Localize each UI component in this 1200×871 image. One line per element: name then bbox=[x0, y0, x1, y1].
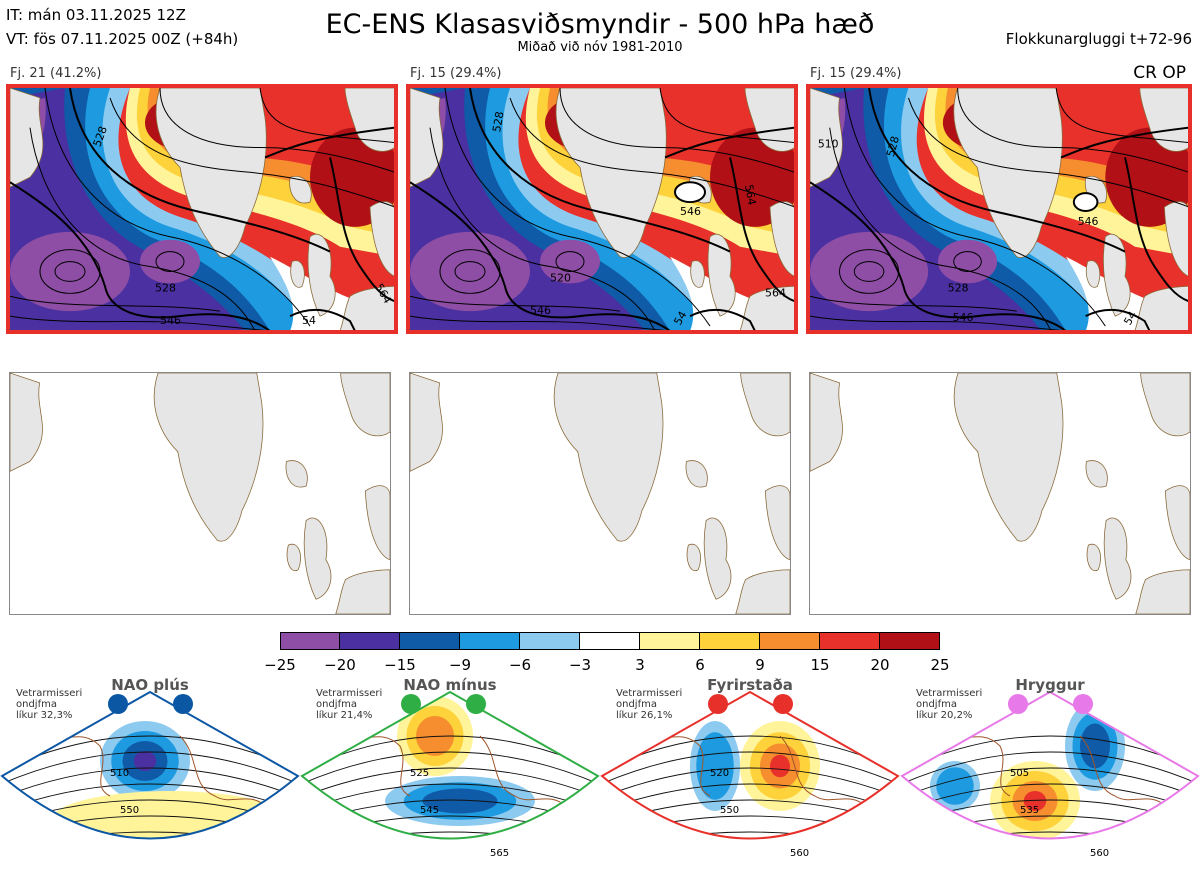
init-time: IT: mán 03.11.2025 12Z bbox=[6, 6, 186, 24]
cluster-3-map: 528 546 528 546 54 510 bbox=[806, 84, 1192, 334]
colorbar-swatch bbox=[340, 632, 400, 650]
basemap-2 bbox=[409, 372, 791, 615]
regime-map: 505 535 560 bbox=[900, 690, 1200, 859]
colorbar-swatch bbox=[400, 632, 460, 650]
regime-outline bbox=[300, 690, 600, 840]
colorbar-swatch bbox=[520, 632, 580, 650]
colorbar-swatch bbox=[820, 632, 880, 650]
regime-note: Vetrarmisseri ondjfma líkur 20,2% bbox=[916, 688, 983, 721]
regime-contour-label: 560 bbox=[1090, 848, 1109, 859]
valid-time: VT: fös 07.11.2025 00Z (+84h) bbox=[6, 30, 239, 48]
colorbar-tick-label: −15 bbox=[384, 656, 416, 674]
page-title: EC-ENS Klasasviðsmyndir - 500 hPa hæð bbox=[325, 9, 875, 40]
contour-label: 520 bbox=[550, 271, 571, 284]
regime-panel: 505 535 560 Hryggur Vetrarmisseri ondjfma líku… bbox=[900, 676, 1200, 871]
regime-panel: 525 545 565 NAO mínus Vetrarmisseri ondjfma lí… bbox=[300, 676, 600, 871]
regime-contour-label: 565 bbox=[490, 848, 509, 859]
contour-label: 510 bbox=[818, 137, 839, 150]
regime-note: Vetrarmisseri ondjfma líkur 21,4% bbox=[316, 688, 383, 721]
basemap-3 bbox=[809, 372, 1191, 615]
regime-marker bbox=[173, 694, 193, 714]
contour-label: 54 bbox=[1121, 309, 1139, 328]
regime-outline bbox=[900, 690, 1200, 840]
regime-marker bbox=[773, 694, 793, 714]
contour-label: 528 bbox=[155, 281, 176, 294]
regime-contour-label: 545 bbox=[420, 805, 439, 816]
contour-label: 546 bbox=[160, 314, 181, 327]
contour-label: 546 bbox=[680, 205, 701, 218]
colorbar-tick-label: −20 bbox=[324, 656, 356, 674]
page-subtitle: Miðað við nóv 1981-2010 bbox=[517, 40, 683, 55]
colorbar-swatch bbox=[580, 632, 640, 650]
cluster-1-label: Fj. 21 (41.2%) bbox=[10, 66, 102, 81]
colorbar-tick-label: 25 bbox=[930, 656, 950, 674]
contour-label: 564 bbox=[742, 183, 759, 206]
regime-title: Fyrirstaða bbox=[707, 676, 793, 694]
colorbar-swatch bbox=[280, 632, 340, 650]
contour-label: 54 bbox=[671, 309, 689, 328]
colorbar-swatch bbox=[760, 632, 820, 650]
regime-panel: 520 550 560 Fyrirstaða Vetrarmisseri ondjfma l… bbox=[600, 676, 900, 871]
regime-note: Vetrarmisseri ondjfma líkur 32,3% bbox=[16, 688, 83, 721]
colorbar-swatch bbox=[460, 632, 520, 650]
colorbar-swatch bbox=[880, 632, 940, 650]
colorbar-tick-label: −6 bbox=[508, 656, 532, 674]
contour-label: 546 bbox=[1078, 215, 1099, 228]
regime-map: 520 550 560 bbox=[600, 690, 900, 859]
colorbar-tick-label: 15 bbox=[810, 656, 830, 674]
colorbar-tick-label: 6 bbox=[695, 656, 705, 674]
regime-contour-label: 520 bbox=[710, 768, 729, 779]
regime-marker bbox=[108, 694, 128, 714]
regime-contour-label: 560 bbox=[790, 848, 809, 859]
regime-marker bbox=[401, 694, 421, 714]
regime-marker bbox=[466, 694, 486, 714]
cluster-2-map: 528 546 520 546 564 564 54 bbox=[406, 84, 798, 334]
regime-marker bbox=[708, 694, 728, 714]
regime-marker bbox=[1073, 694, 1093, 714]
regime-map: 510 550 bbox=[0, 690, 300, 840]
colorbar-tick-label: 9 bbox=[755, 656, 765, 674]
contour-label: 528 bbox=[948, 281, 969, 294]
regime-contour-label: 550 bbox=[120, 805, 139, 816]
regime-map: 525 545 565 bbox=[300, 690, 600, 859]
regime-marker bbox=[1008, 694, 1028, 714]
regime-title: NAO mínus bbox=[403, 676, 497, 694]
regime-panel: 510 550 NAO plús Vetrarmisseri ondjfma líkur … bbox=[0, 676, 300, 871]
colorbar-swatch bbox=[700, 632, 760, 650]
contour-label: 54 bbox=[302, 314, 316, 327]
contour-label: 564 bbox=[765, 286, 786, 299]
regime-contour-label: 525 bbox=[410, 768, 429, 779]
contour-label: 546 bbox=[953, 311, 974, 324]
cluster-3-label: Fj. 15 (29.4%) bbox=[810, 66, 902, 81]
contour-label: 546 bbox=[530, 304, 551, 317]
cluster-1-map: 528 528 546 54 564 bbox=[6, 84, 398, 334]
regime-title: Hryggur bbox=[1015, 676, 1085, 694]
cluster-2-label: Fj. 15 (29.4%) bbox=[410, 66, 502, 81]
colorbar-tick-label: 20 bbox=[870, 656, 890, 674]
regime-contour-label: 510 bbox=[110, 768, 129, 779]
colorbar-tick-label: −9 bbox=[448, 656, 472, 674]
regime-contour-label: 505 bbox=[1010, 768, 1029, 779]
contour-label: 528 bbox=[884, 135, 902, 159]
colorbar-tick-label: −25 bbox=[264, 656, 296, 674]
regime-title: NAO plús bbox=[111, 676, 189, 694]
colorbar-swatch bbox=[640, 632, 700, 650]
colorbar-tick-label: −3 bbox=[568, 656, 592, 674]
classification-window: Flokkunargluggi t+72-96 bbox=[1005, 30, 1192, 48]
regime-contour-label: 535 bbox=[1020, 805, 1039, 816]
regime-contour-label: 550 bbox=[720, 805, 739, 816]
contour-label: 528 bbox=[490, 110, 507, 133]
colorbar-tick-label: 3 bbox=[635, 656, 645, 674]
regime-note: Vetrarmisseri ondjfma líkur 26,1% bbox=[616, 688, 683, 721]
basemap-1 bbox=[9, 372, 391, 615]
regime-outline bbox=[0, 690, 300, 840]
cr-op-label: CR OP bbox=[1133, 63, 1186, 83]
regime-outline bbox=[600, 690, 900, 840]
